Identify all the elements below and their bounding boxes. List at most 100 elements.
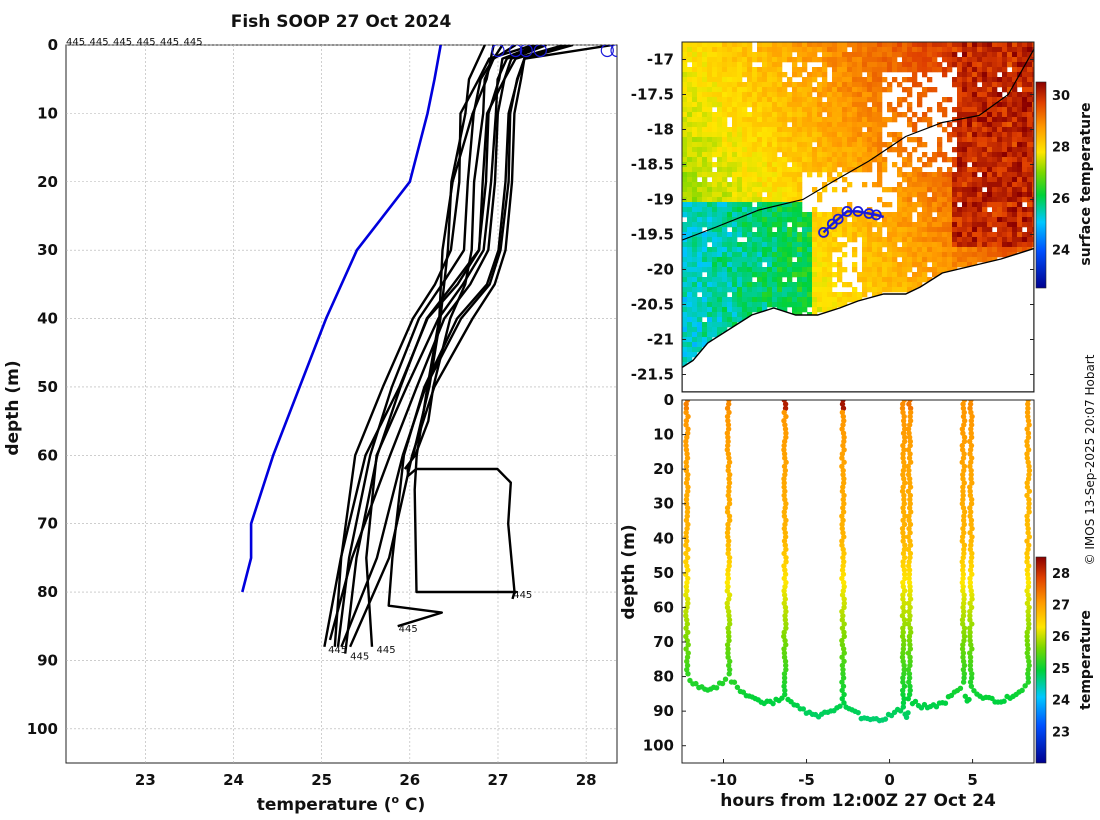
section-dot	[905, 426, 912, 432]
sst-cell	[757, 132, 763, 138]
sst-cell	[732, 102, 738, 108]
sst-cell	[1002, 152, 1008, 158]
section-dot	[726, 592, 733, 598]
section-dot	[960, 413, 967, 420]
sst-cell	[857, 122, 863, 128]
sst-cell	[982, 177, 988, 183]
sst-cell	[697, 107, 703, 113]
sst-cell	[732, 152, 738, 158]
sst-cell	[1022, 152, 1028, 158]
section-dot	[1024, 409, 1031, 416]
sst-cell	[802, 82, 808, 88]
sst-cell	[892, 162, 898, 168]
section-dot	[969, 534, 975, 540]
sst-cell	[887, 52, 893, 58]
sst-cell	[697, 202, 703, 208]
sst-cell	[712, 317, 718, 323]
section-dot	[781, 513, 788, 519]
sst-cell	[932, 257, 938, 263]
sst-cell	[837, 217, 843, 223]
sst-cell	[767, 132, 773, 138]
sst-cell	[1017, 62, 1023, 68]
sst-cell	[822, 157, 828, 163]
sst-cell	[917, 177, 923, 183]
sst-cell	[717, 192, 723, 198]
sst-cell	[777, 137, 783, 143]
sst-cell	[702, 97, 708, 103]
sst-cell	[717, 142, 723, 148]
section-dot	[902, 513, 908, 519]
sst-cell	[942, 237, 948, 243]
sst-cell	[717, 47, 723, 53]
section-dot	[900, 679, 906, 685]
sst-cell	[842, 162, 848, 168]
sst-cell	[772, 207, 778, 213]
sst-cell	[952, 197, 958, 203]
sst-cell	[692, 97, 698, 103]
sst-cell	[707, 172, 713, 178]
profile-lines	[323, 45, 613, 654]
sst-cell	[967, 207, 973, 213]
section-dot	[841, 621, 847, 627]
sst-cell	[1012, 77, 1018, 83]
sst-cell	[747, 92, 753, 98]
sst-cell	[1017, 177, 1023, 183]
sst-cell	[842, 282, 848, 288]
sst-cell	[772, 127, 778, 133]
sst-cell	[772, 132, 778, 138]
sst-cell	[1022, 97, 1028, 103]
sst-cell	[687, 72, 693, 78]
sst-cell	[722, 72, 728, 78]
sst-cell	[792, 287, 798, 293]
sst-cell	[722, 287, 728, 293]
section-dot	[1026, 467, 1033, 474]
sst-cell	[907, 267, 913, 273]
sst-cell	[722, 122, 728, 128]
sst-cell	[882, 267, 888, 273]
sst-cell	[972, 202, 978, 208]
sst-cell	[907, 47, 913, 53]
sst-cell	[992, 52, 998, 58]
section-dot	[685, 413, 691, 420]
section-dot	[960, 471, 966, 478]
sst-cell	[687, 337, 693, 343]
sst-cell	[872, 257, 878, 263]
sst-cell	[767, 297, 773, 303]
section-dot	[960, 666, 967, 673]
section-dot	[968, 455, 975, 461]
sst-cell	[727, 97, 733, 103]
section-dot	[1025, 530, 1031, 536]
sst-cell	[977, 137, 983, 143]
sst-cell	[807, 277, 813, 283]
sst-cell	[877, 117, 883, 123]
sst-cell	[767, 217, 773, 223]
sst-cell	[877, 87, 883, 93]
sst-cell	[747, 217, 753, 223]
section-dot	[960, 430, 966, 436]
section-dot	[726, 409, 732, 416]
section-dot	[683, 438, 689, 445]
sst-cell	[957, 77, 963, 83]
sst-cell	[682, 227, 688, 233]
sst-cell	[912, 42, 918, 48]
section-dot	[960, 476, 966, 482]
sst-cell	[802, 107, 808, 113]
sst-cell	[772, 47, 778, 53]
sst-cell	[732, 172, 738, 178]
sst-cell	[937, 212, 943, 218]
section-dot	[933, 704, 940, 710]
sst-cell	[1032, 187, 1034, 193]
sst-cell	[807, 112, 813, 118]
sst-cell	[962, 47, 968, 53]
sst-cell	[937, 222, 943, 228]
sst-cell	[1007, 192, 1013, 198]
sst-cell	[897, 252, 903, 258]
sst-cell	[697, 217, 703, 223]
sst-cell	[812, 47, 818, 53]
sst-cell	[707, 132, 713, 138]
sst-cell	[967, 137, 973, 143]
sst-cell	[797, 202, 803, 208]
sst-cell	[682, 132, 688, 138]
section-dot	[724, 604, 731, 611]
sst-cell	[902, 77, 908, 83]
